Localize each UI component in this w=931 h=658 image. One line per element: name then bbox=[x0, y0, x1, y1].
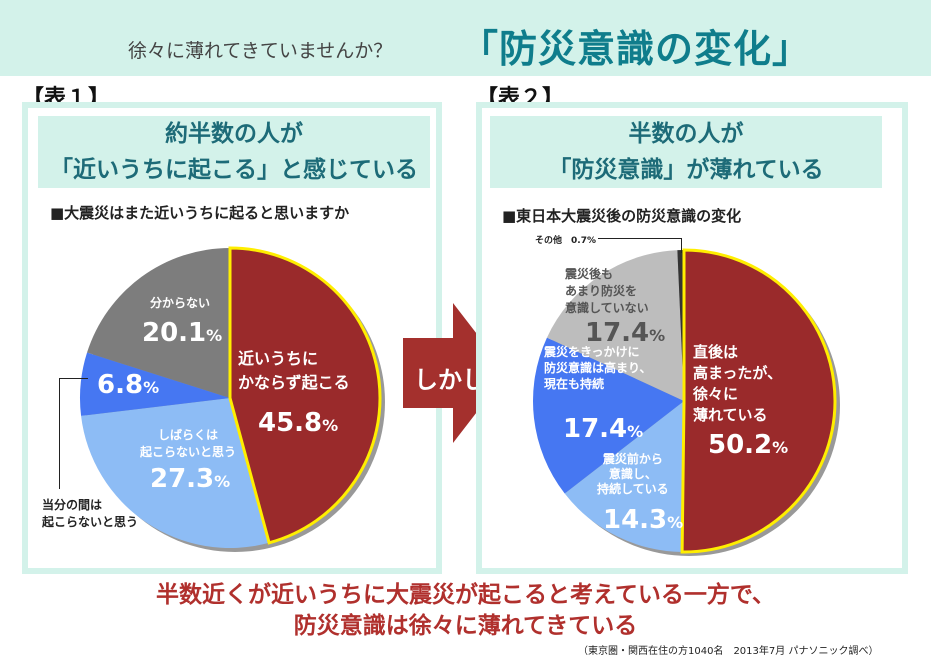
pie-slice bbox=[81, 398, 270, 548]
leader-line bbox=[598, 238, 682, 253]
arrow-label: しかし bbox=[414, 366, 486, 394]
heading-line: 「防災意識」が薄れている bbox=[548, 157, 824, 183]
slice-label: 分からない bbox=[150, 296, 211, 310]
source-note: （東京圏・関西在住の方1040名 2013年7月 パナソニック調べ） bbox=[578, 646, 879, 657]
heading-line: 約半数の人が bbox=[165, 121, 303, 147]
question-1: ■大震災はまた近いうちに起ると思いますか bbox=[50, 204, 350, 222]
conclusion-line: 防災意識は徐々に薄れてきている bbox=[293, 613, 638, 639]
pie-slice bbox=[680, 248, 837, 554]
slice-label: 震災前から 意識し、 持続している bbox=[597, 452, 669, 496]
heading-line: 半数の人が bbox=[628, 121, 744, 147]
conclusion-line: 半数近くが近いうちに大震災が起こると考えている一方で、 bbox=[156, 582, 775, 608]
title-banner bbox=[0, 0, 931, 76]
heading-line: 「近いうちに起こる」と感じている bbox=[50, 157, 418, 183]
leader-line bbox=[59, 378, 88, 489]
question-2: ■東日本大震災後の防災意識の変化 bbox=[502, 207, 742, 225]
subtitle: 徐々に薄れてきていませんか？ bbox=[128, 40, 393, 62]
arrow-right-icon bbox=[403, 303, 507, 443]
slice-value: 20.1% bbox=[142, 318, 223, 348]
slice-label: 震災をきっかけに 防災意識は高まり、 現在も持続 bbox=[544, 345, 652, 391]
slice-value: 50.2% bbox=[708, 430, 789, 460]
slice-value: 14.3% bbox=[603, 505, 684, 535]
slice-value: 6.8% bbox=[97, 370, 160, 400]
pie-slice bbox=[228, 246, 382, 545]
callout-label: 当分の間は 起こらないと思う bbox=[42, 498, 139, 529]
callout-label: その他 0.7% bbox=[535, 236, 596, 246]
slice-value: 17.4% bbox=[563, 414, 644, 444]
pie-slice bbox=[677, 250, 684, 401]
pie-slice bbox=[87, 248, 230, 398]
pie-slice bbox=[80, 352, 230, 416]
pie-slice bbox=[564, 401, 684, 552]
slice-value: 45.8% bbox=[258, 408, 339, 438]
slice-label: 近いうちに かならず起こる bbox=[238, 349, 350, 392]
slice-label: しばらくは 起こらないと思う bbox=[140, 428, 237, 459]
panel-1-heading: 約半数の人が 「近いうちに起こる」と感じている bbox=[38, 116, 430, 188]
page-title: 「防災意識の変化」 bbox=[460, 27, 812, 71]
panel-2-heading: 半数の人が 「防災意識」が薄れている bbox=[490, 116, 882, 188]
pie-slice bbox=[546, 250, 684, 401]
slice-value: 27.3% bbox=[150, 464, 231, 494]
slice-label: 直後は 高まったが、 徐々に 薄れている bbox=[693, 343, 783, 424]
slice-value: 17.4% bbox=[585, 318, 666, 348]
slice-label: 震災後も あまり防災を 意識していない bbox=[565, 267, 649, 315]
pie-slice bbox=[533, 337, 684, 494]
